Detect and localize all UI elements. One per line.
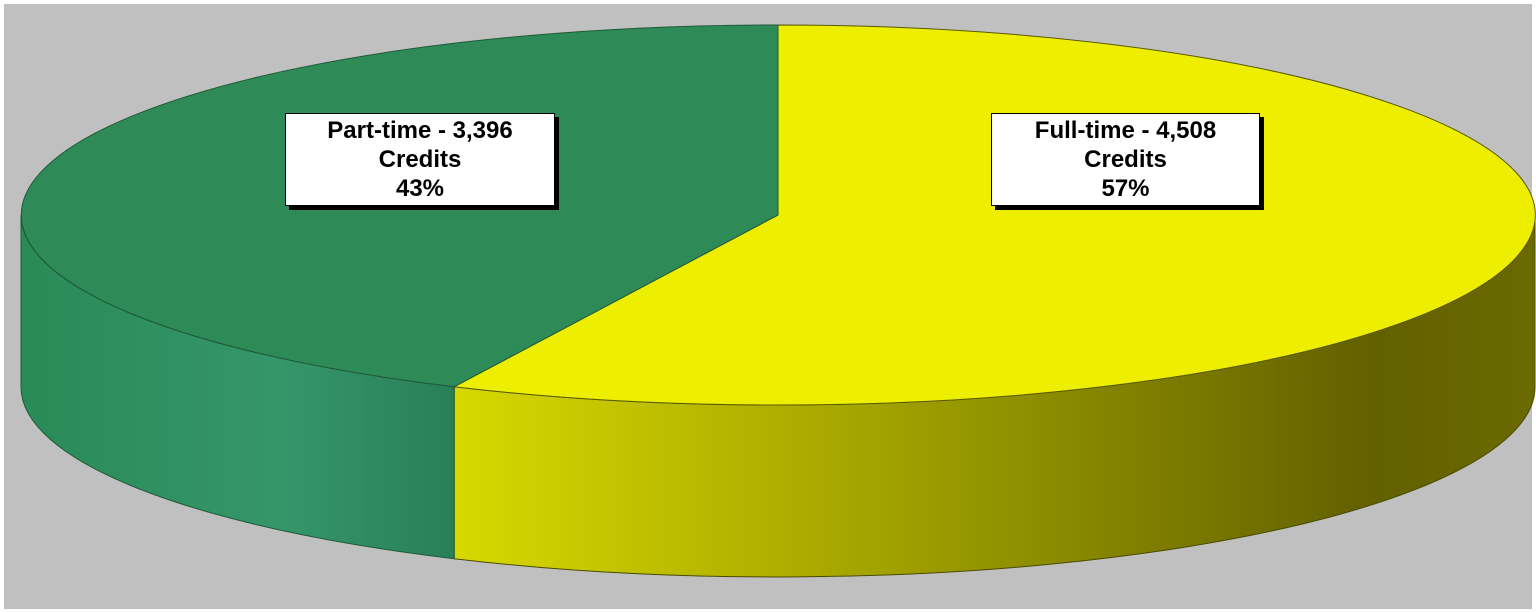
data-label-full-time: Full-time - 4,508 Credits 57% [991, 113, 1260, 206]
label-full-time-line2: Credits [1084, 146, 1167, 173]
label-part-time-line2: Credits [378, 146, 462, 173]
label-part-time-line3: 43% [395, 175, 445, 202]
slice-full-time [452, 24, 1536, 406]
label-full-time-line3: 57% [1101, 175, 1150, 202]
data-label-part-time: Part-time - 3,396 Credits 43% [285, 113, 555, 206]
label-part-time-line1: Part-time - 3,396 [327, 117, 513, 144]
label-full-time-line1: Full-time - 4,508 [1034, 117, 1217, 144]
